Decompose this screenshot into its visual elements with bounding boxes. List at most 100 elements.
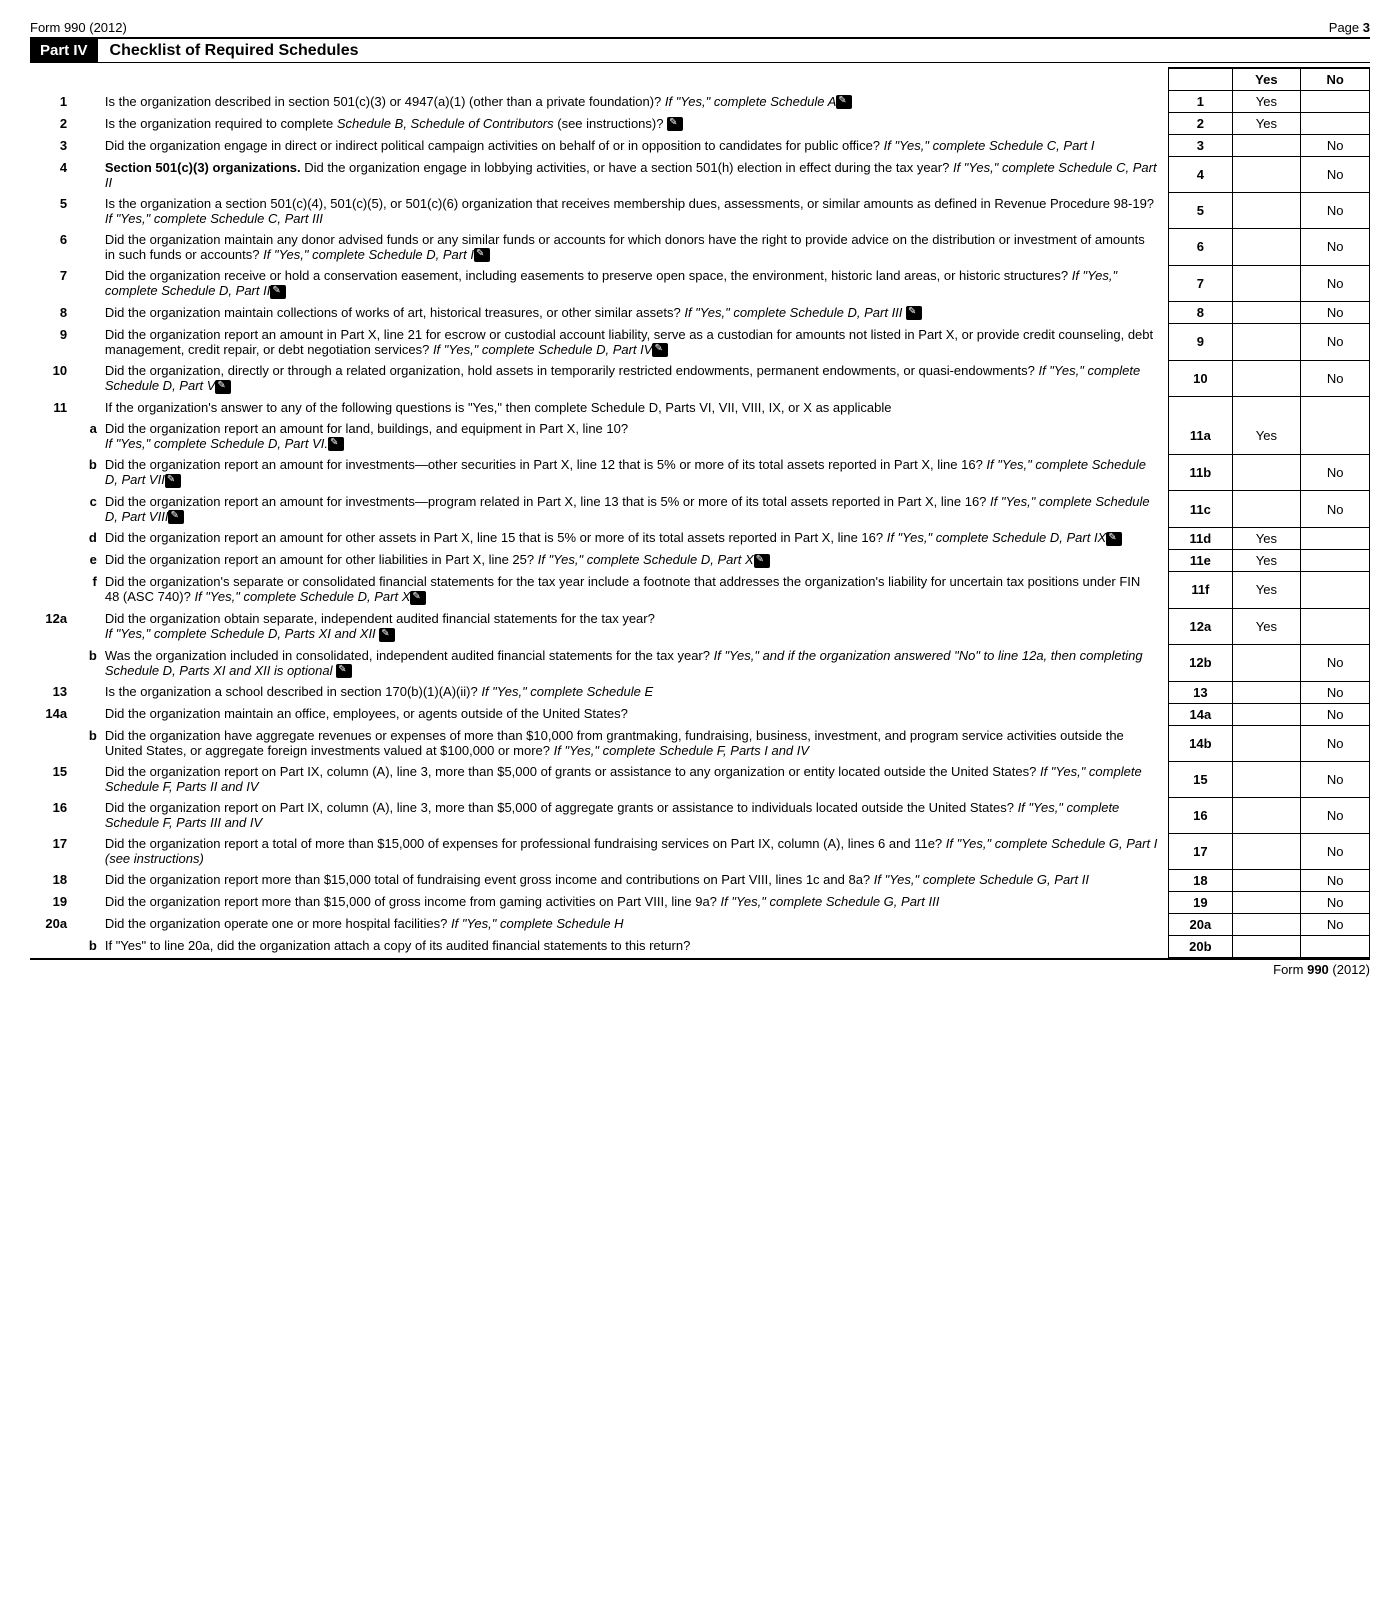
question-text: Did the organization report an amount fo…: [101, 418, 1169, 455]
row-number: 3: [30, 135, 75, 157]
line-ref: 10: [1169, 360, 1232, 397]
table-row: bIf "Yes" to line 20a, did the organizat…: [30, 935, 1370, 957]
row-number: [30, 527, 75, 549]
row-sub: [75, 113, 101, 135]
row-sub: [75, 833, 101, 869]
question-text: If "Yes" to line 20a, did the organizati…: [101, 935, 1169, 957]
line-ref: 14b: [1169, 725, 1232, 761]
row-number: 12a: [30, 608, 75, 645]
line-ref: 20a: [1169, 913, 1232, 935]
line-ref: 16: [1169, 797, 1232, 833]
answer-yes: [1232, 157, 1301, 193]
row-number: 15: [30, 761, 75, 797]
answer-no: No: [1301, 913, 1370, 935]
row-sub: [75, 193, 101, 229]
row-number: 9: [30, 324, 75, 361]
line-ref: 20b: [1169, 935, 1232, 957]
row-sub: [75, 913, 101, 935]
row-number: 16: [30, 797, 75, 833]
question-text: Did the organization's separate or conso…: [101, 571, 1169, 608]
line-ref: 9: [1169, 324, 1232, 361]
answer-no: No: [1301, 324, 1370, 361]
question-text: Did the organization report an amount fo…: [101, 454, 1169, 491]
question-text: Did the organization maintain an office,…: [101, 703, 1169, 725]
edit-icon: [1106, 532, 1122, 546]
answer-no: No: [1301, 703, 1370, 725]
row-number: [30, 935, 75, 957]
line-ref: 12a: [1169, 608, 1232, 645]
form-id: Form 990 (2012): [30, 20, 127, 35]
question-text: Did the organization report on Part IX, …: [101, 797, 1169, 833]
answer-yes: Yes: [1232, 549, 1301, 571]
table-row: cDid the organization report an amount f…: [30, 491, 1370, 528]
answer-yes: [1232, 135, 1301, 157]
question-text: Did the organization engage in direct or…: [101, 135, 1169, 157]
table-row: eDid the organization report an amount f…: [30, 549, 1370, 571]
table-row: 4Section 501(c)(3) organizations. Did th…: [30, 157, 1370, 193]
line-ref: 6: [1169, 229, 1232, 266]
schedule-table: Yes No 1Is the organization described in…: [30, 67, 1370, 958]
answer-yes: Yes: [1232, 91, 1301, 113]
row-sub: b: [75, 645, 101, 682]
answer-no: [1301, 113, 1370, 135]
table-row: 11If the organization's answer to any of…: [30, 397, 1370, 418]
answer-yes: [1232, 324, 1301, 361]
line-ref: 2: [1169, 113, 1232, 135]
edit-icon: [906, 306, 922, 320]
row-number: 17: [30, 833, 75, 869]
question-text: Did the organization report an amount in…: [101, 324, 1169, 361]
row-number: [30, 491, 75, 528]
line-ref: 4: [1169, 157, 1232, 193]
row-number: [30, 454, 75, 491]
answer-no: [1301, 397, 1370, 418]
row-number: 14a: [30, 703, 75, 725]
edit-icon: [165, 474, 181, 488]
line-ref: 18: [1169, 869, 1232, 891]
answer-yes: [1232, 703, 1301, 725]
answer-yes: [1232, 454, 1301, 491]
row-sub: [75, 869, 101, 891]
answer-yes: [1232, 725, 1301, 761]
answer-no: No: [1301, 681, 1370, 703]
question-text: Did the organization report more than $1…: [101, 891, 1169, 913]
line-ref: 13: [1169, 681, 1232, 703]
table-row: bDid the organization have aggregate rev…: [30, 725, 1370, 761]
row-sub: b: [75, 454, 101, 491]
answer-yes: Yes: [1232, 113, 1301, 135]
table-row: 3Did the organization engage in direct o…: [30, 135, 1370, 157]
question-text: Did the organization have aggregate reve…: [101, 725, 1169, 761]
answer-yes: Yes: [1232, 418, 1301, 455]
answer-yes: [1232, 229, 1301, 266]
row-number: 5: [30, 193, 75, 229]
row-sub: b: [75, 725, 101, 761]
question-text: Was the organization included in consoli…: [101, 645, 1169, 682]
edit-icon: [215, 380, 231, 394]
line-ref: 1: [1169, 91, 1232, 113]
edit-icon: [168, 510, 184, 524]
line-ref: 8: [1169, 302, 1232, 324]
table-row: 12aDid the organization obtain separate,…: [30, 608, 1370, 645]
row-sub: [75, 324, 101, 361]
answer-no: [1301, 571, 1370, 608]
table-row: fDid the organization's separate or cons…: [30, 571, 1370, 608]
line-ref: 3: [1169, 135, 1232, 157]
answer-yes: [1232, 891, 1301, 913]
answer-yes: [1232, 265, 1301, 302]
edit-icon: [410, 591, 426, 605]
edit-icon: [474, 248, 490, 262]
answer-yes: Yes: [1232, 527, 1301, 549]
row-sub: [75, 265, 101, 302]
page-number: Page 3: [1329, 20, 1370, 35]
answer-no: [1301, 527, 1370, 549]
answer-no: No: [1301, 761, 1370, 797]
line-ref: 11a: [1169, 418, 1232, 455]
question-text: Is the organization a school described i…: [101, 681, 1169, 703]
answer-no: No: [1301, 891, 1370, 913]
part-badge: Part IV: [30, 39, 98, 62]
question-text: Section 501(c)(3) organizations. Did the…: [101, 157, 1169, 193]
row-number: [30, 571, 75, 608]
edit-icon: [652, 343, 668, 357]
line-ref: 7: [1169, 265, 1232, 302]
row-number: 1: [30, 91, 75, 113]
row-sub: [75, 608, 101, 645]
